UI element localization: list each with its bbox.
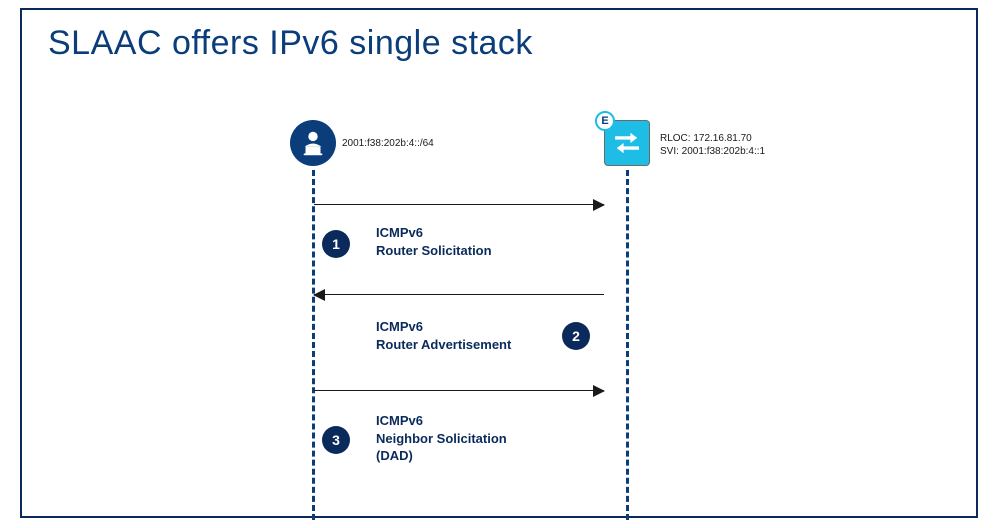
step-label-3: ICMPv6Neighbor Solicitation(DAD): [376, 412, 507, 465]
step-badge-2: 2: [562, 322, 590, 350]
client-icon: [290, 120, 336, 166]
step-label-1: ICMPv6Router Solicitation: [376, 224, 492, 259]
step-badge-3: 3: [322, 426, 350, 454]
client-lifeline: [312, 170, 315, 520]
svi-label: SVI: 2001:f38:202b:4::1: [660, 145, 765, 158]
router-icon: E: [604, 120, 650, 166]
arrow-head-icon: [593, 199, 605, 211]
user-laptop-icon: [298, 128, 328, 158]
arrow-head-icon: [313, 289, 325, 301]
slide-frame: SLAAC offers IPv6 single stack 2001:f38:…: [20, 8, 978, 518]
rloc-label: RLOC: 172.16.81.70: [660, 132, 765, 145]
switch-arrows-icon: [610, 126, 644, 160]
step-badge-1: 1: [322, 230, 350, 258]
router-lifeline: [626, 170, 629, 520]
client-prefix-label: 2001:f38:202b:4::/64: [342, 138, 434, 149]
edge-badge: E: [595, 111, 615, 131]
step-label-2: ICMPv6Router Advertisement: [376, 318, 511, 353]
message-arrow-3: [314, 390, 604, 391]
router-address-labels: RLOC: 172.16.81.70 SVI: 2001:f38:202b:4:…: [660, 132, 765, 158]
arrow-head-icon: [593, 385, 605, 397]
message-arrow-1: [314, 204, 604, 205]
sequence-diagram: 2001:f38:202b:4::/64 E RLOC: 172.16.81.7…: [22, 100, 976, 520]
message-arrow-2: [314, 294, 604, 295]
slide-title: SLAAC offers IPv6 single stack: [48, 24, 533, 63]
